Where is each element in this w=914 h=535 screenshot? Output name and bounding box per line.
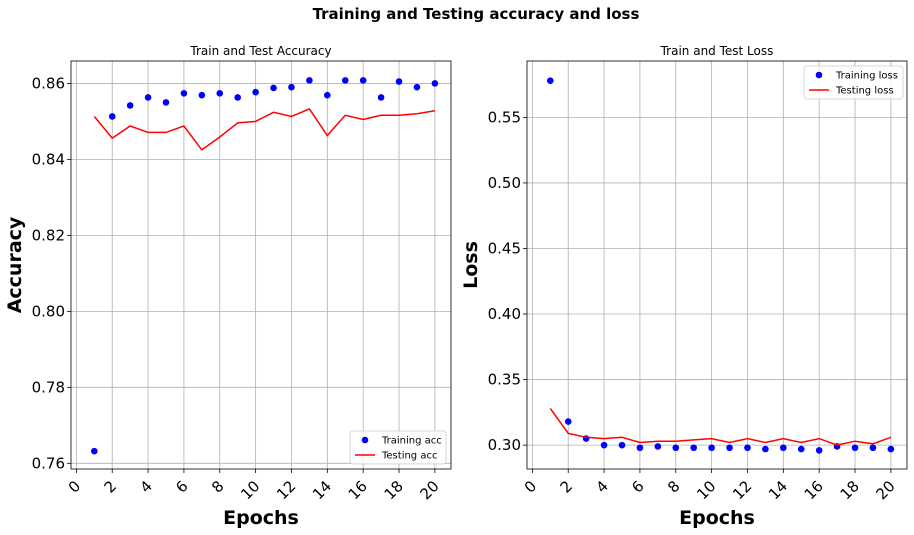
loss-series-0-point [636, 444, 644, 452]
acc-series-0-point [413, 83, 421, 91]
loss-xtick-label: 8 [664, 477, 683, 496]
acc-series-0-point [341, 77, 349, 84]
loss-series-1-line [549, 407, 892, 446]
acc-xtick-label: 4 [136, 477, 155, 496]
loss-series-0-point [672, 444, 680, 452]
loss-series-0-point [726, 444, 733, 452]
acc-ytick-label: 0.86 [32, 74, 65, 92]
loss-plot-frame [526, 60, 908, 470]
acc-legend-label: Training acc [381, 436, 442, 447]
loss-series-0-point [780, 444, 787, 452]
acc-series-0-point [108, 113, 116, 120]
acc-series-0-point [252, 88, 259, 96]
loss-series-0-point [851, 444, 859, 452]
loss-xtick-label: 10 [693, 477, 719, 503]
loss-yaxis-label: Loss [460, 241, 482, 289]
acc-series-0-point [288, 83, 295, 91]
loss-series-0-point [762, 445, 769, 453]
acc-xtick-label: 2 [101, 477, 120, 496]
acc-series-0-point [180, 89, 188, 97]
acc-series-0-point [126, 102, 134, 109]
loss-series-0-point [654, 443, 662, 450]
acc-legend-marker-swatch [361, 436, 369, 444]
acc-legend-label: Testing acc [381, 451, 437, 462]
acc-xtick-label: 16 [345, 477, 371, 503]
loss-xtick-label: 14 [765, 477, 791, 503]
acc-ytick-label: 0.82 [32, 226, 65, 244]
acc-yaxis-label: Accuracy [4, 216, 26, 313]
loss-xaxis-label: Epochs [679, 507, 755, 529]
acc-series-0-point [144, 94, 152, 101]
loss-legend-label: Training loss [835, 71, 898, 82]
acc-ytick-label: 0.76 [32, 454, 65, 472]
loss-series-0-point [815, 447, 823, 454]
loss-chart-title: Train and Test Loss [660, 44, 774, 58]
loss-legend-marker-swatch [815, 71, 823, 79]
acc-xtick-label: 0 [65, 477, 84, 496]
acc-series-0-point [324, 91, 331, 99]
loss-xtick-label: 20 [872, 477, 898, 503]
loss-series-0-point [708, 444, 715, 452]
acc-series-0-point [234, 94, 241, 101]
acc-xaxis-label: Epochs [223, 507, 299, 529]
acc-xtick-label: 12 [273, 477, 299, 503]
acc-xtick-label: 18 [381, 477, 407, 503]
acc-ytick-label: 0.80 [32, 302, 65, 320]
acc-ytick-label: 0.84 [32, 150, 65, 168]
loss-xtick-label: 18 [837, 477, 863, 503]
loss-ytick-label: 0.50 [488, 174, 521, 192]
acc-series-0-point [306, 77, 313, 84]
loss-ytick-label: 0.45 [488, 239, 521, 257]
loss-series-0-point [547, 77, 554, 84]
acc-series-0-point [91, 447, 98, 455]
loss-xtick-label: 16 [801, 477, 827, 503]
loss-series-0-point [600, 441, 608, 449]
loss-ytick-label: 0.55 [488, 108, 521, 126]
acc-series-0-point [198, 91, 206, 99]
loss-ytick-label: 0.30 [488, 436, 521, 454]
accuracy-chart: 0 2 4 6 8 10 12 14 16 18 20 0.76 0.78 0.80 0.82 0.84 0.8… [4, 44, 452, 529]
acc-xtick-label: 8 [208, 477, 227, 496]
loss-series-0-point [744, 444, 751, 452]
acc-series-0-point [431, 80, 439, 87]
acc-ytick-label: 0.78 [32, 378, 65, 396]
acc-xtick-label: 6 [172, 477, 191, 496]
acc-series-0-point [216, 89, 224, 97]
acc-xtick-label: 20 [416, 477, 442, 503]
loss-series-0-point [797, 445, 805, 453]
loss-xtick-label: 0 [521, 477, 540, 496]
loss-series-0-point [887, 445, 895, 453]
loss-legend-label: Testing loss [835, 86, 894, 97]
loss-series-0-point [869, 444, 877, 452]
acc-series-0-point [377, 94, 385, 101]
loss-ytick-label: 0.35 [488, 371, 521, 389]
loss-series-0-point [690, 444, 697, 452]
loss-series-0-point [618, 441, 626, 449]
acc-series-0-point [395, 78, 403, 85]
loss-xtick-label: 6 [628, 477, 647, 496]
figure-suptitle: Training and Testing accuracy and loss [313, 5, 640, 23]
loss-series-0-point [564, 418, 572, 425]
loss-chart: 0 2 4 6 8 10 12 14 16 18 20 0.30 0.35 0.40 0.45 0.50 0.5… [460, 44, 908, 529]
acc-series-1-line [93, 107, 436, 151]
acc-xtick-label: 10 [237, 477, 263, 503]
loss-xtick-label: 12 [729, 477, 755, 503]
acc-chart-title: Train and Test Accuracy [189, 44, 331, 58]
loss-xtick-label: 2 [557, 477, 576, 496]
acc-series-0-point [359, 77, 367, 84]
acc-series-0-point [162, 99, 170, 106]
acc-plot-frame [70, 60, 452, 470]
loss-xtick-label: 4 [592, 477, 611, 496]
loss-ytick-label: 0.40 [488, 305, 521, 323]
acc-xtick-label: 14 [309, 477, 335, 503]
acc-series-0-point [270, 84, 277, 92]
